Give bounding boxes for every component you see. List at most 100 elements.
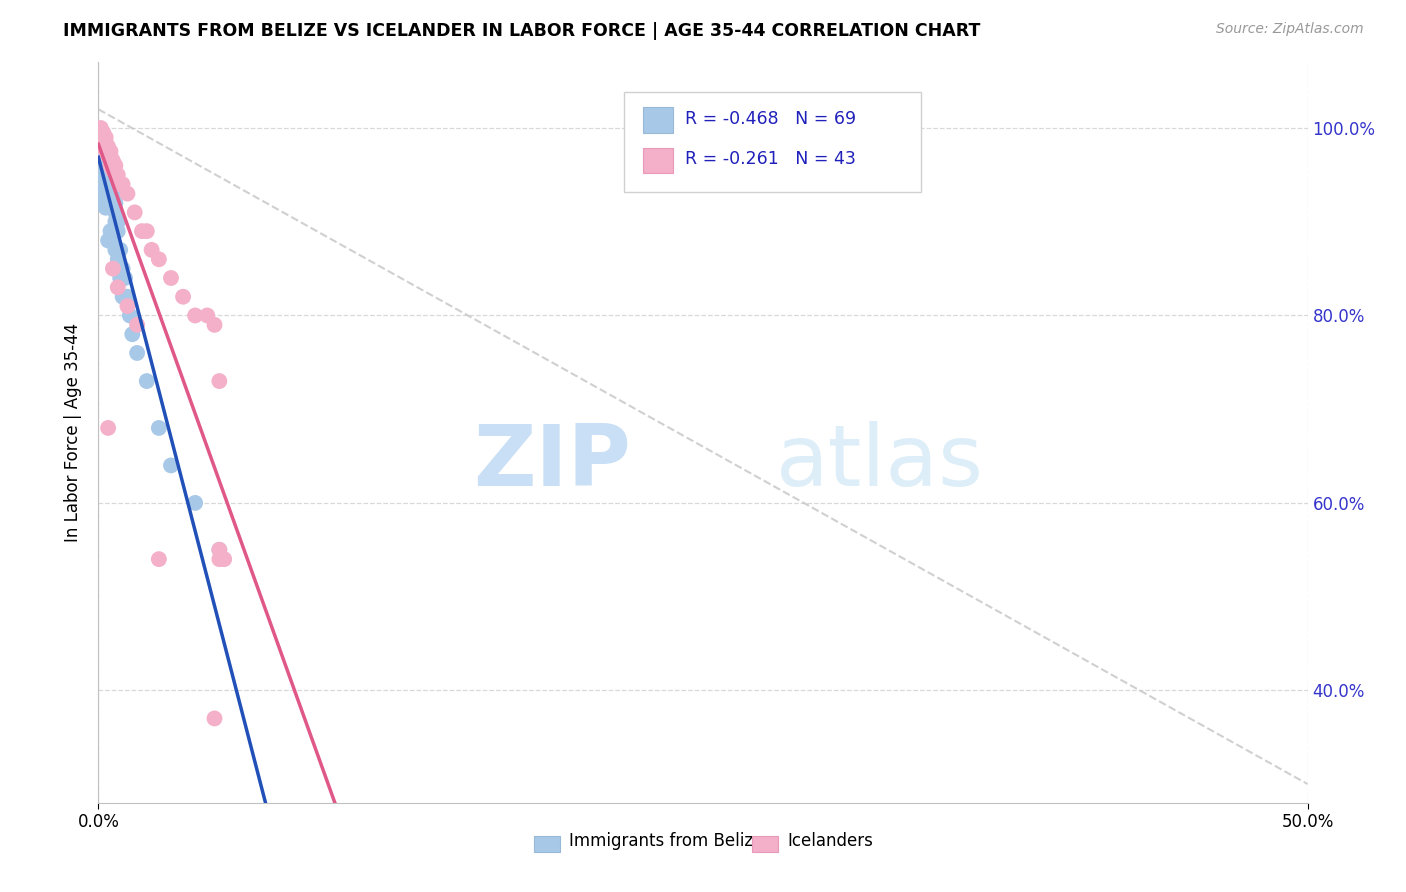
Point	[100, 172, 122, 186]
Point	[94, 163, 117, 178]
Point	[100, 182, 122, 196]
Point	[121, 327, 143, 342]
Point	[118, 309, 141, 323]
Point	[127, 318, 149, 332]
Point	[91, 168, 114, 182]
Point	[100, 159, 122, 173]
Point	[90, 168, 112, 182]
Text: IMMIGRANTS FROM BELIZE VS ICELANDER IN LABOR FORCE | AGE 35-44 CORRELATION CHART: IMMIGRANTS FROM BELIZE VS ICELANDER IN L…	[63, 22, 980, 40]
Point	[104, 196, 127, 211]
Point	[94, 135, 117, 149]
Point	[94, 186, 117, 201]
Point	[104, 243, 127, 257]
Point	[90, 178, 112, 192]
Point	[101, 186, 124, 201]
Point	[108, 271, 131, 285]
Point	[117, 299, 139, 313]
Point	[97, 182, 120, 196]
Point	[208, 542, 231, 557]
Point	[94, 149, 117, 163]
Point	[101, 163, 124, 178]
Point	[160, 458, 183, 473]
Point	[104, 205, 127, 219]
Point	[90, 121, 112, 136]
Point	[101, 196, 124, 211]
Point	[91, 178, 114, 192]
Point	[184, 309, 207, 323]
Point	[94, 178, 117, 192]
Text: Immigrants from Belize: Immigrants from Belize	[569, 832, 763, 850]
Point	[208, 542, 231, 557]
Point	[148, 252, 170, 267]
Point	[101, 153, 124, 168]
Point	[94, 140, 117, 154]
Point	[135, 224, 157, 238]
Point	[91, 149, 114, 163]
Point	[100, 224, 122, 238]
Point	[91, 172, 114, 186]
Point	[101, 234, 124, 248]
Point	[114, 271, 136, 285]
Point	[97, 234, 120, 248]
Point	[127, 346, 149, 360]
Point	[100, 145, 122, 159]
Point	[117, 186, 139, 201]
Point	[94, 130, 117, 145]
Point	[94, 145, 117, 159]
Point	[91, 153, 114, 168]
Text: Icelanders: Icelanders	[787, 832, 873, 850]
Point	[97, 172, 120, 186]
Point	[107, 224, 129, 238]
Point	[94, 196, 117, 211]
Point	[124, 205, 146, 219]
Point	[91, 140, 114, 154]
Point	[208, 552, 231, 566]
Point	[94, 145, 117, 159]
Point	[148, 552, 170, 566]
Text: Source: ZipAtlas.com: Source: ZipAtlas.com	[1216, 22, 1364, 37]
Point	[91, 135, 114, 149]
Point	[100, 168, 122, 182]
Point	[94, 159, 117, 173]
Point	[90, 149, 112, 163]
Point	[184, 496, 207, 510]
Point	[100, 178, 122, 192]
Point	[104, 215, 127, 229]
Point	[94, 191, 117, 205]
Point	[204, 318, 226, 332]
Point	[111, 290, 134, 304]
Point	[107, 168, 129, 182]
Point	[107, 215, 129, 229]
Point	[97, 178, 120, 192]
Point	[195, 309, 218, 323]
Point	[94, 201, 117, 215]
Point	[212, 552, 235, 566]
Bar	[643, 147, 673, 173]
Point	[204, 711, 226, 725]
Point	[117, 290, 139, 304]
Point	[107, 280, 129, 294]
Text: atlas: atlas	[776, 421, 984, 504]
Point	[94, 182, 117, 196]
Point	[91, 163, 114, 178]
Point	[91, 126, 114, 140]
Point	[108, 243, 131, 257]
Point	[97, 186, 120, 201]
Point	[97, 149, 120, 163]
Point	[90, 126, 112, 140]
Point	[148, 421, 170, 435]
Point	[101, 261, 124, 276]
Point	[104, 159, 127, 173]
Point	[97, 163, 120, 178]
Point	[100, 186, 122, 201]
Point	[97, 159, 120, 173]
Point	[90, 159, 112, 173]
Point	[94, 168, 117, 182]
Point	[111, 178, 134, 192]
Point	[135, 374, 157, 388]
Point	[108, 178, 131, 192]
Point	[97, 421, 120, 435]
Point	[97, 168, 120, 182]
Point	[97, 191, 120, 205]
Point	[101, 182, 124, 196]
